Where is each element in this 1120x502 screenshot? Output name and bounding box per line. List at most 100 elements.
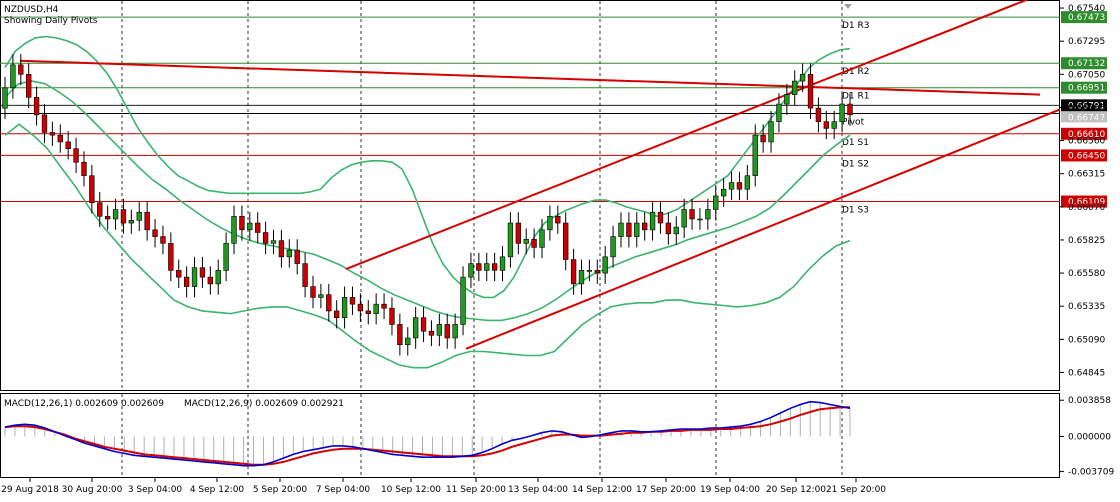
candle-body [215,270,221,285]
candle-body [97,202,103,217]
candle-body [357,303,364,312]
candle-body [491,263,498,271]
y-tick-label: 0.64845 [1068,368,1105,378]
pivot-price-label: 0.66951 [1068,84,1105,94]
macd-axis: 0.003858 0.000000 -0.003709 [1060,396,1114,477]
candle-body [365,310,371,314]
candle-body [444,324,450,339]
candle-body [618,222,624,237]
candle-body [41,114,48,133]
candle-body [807,74,814,109]
bid-price-label: 0.66747 [1068,113,1105,123]
candle-body [484,263,490,271]
candle-body [460,276,466,325]
pivot-level-label: D1 S1 [842,138,869,148]
candle-body [570,259,577,285]
candle-body [2,87,8,109]
pivot-price-label: 0.66109 [1068,198,1105,208]
candle-body [412,317,419,339]
x-tick-label: 4 Sep 12:00 [190,485,245,495]
candle-body [112,209,119,220]
bollinger-bands [4,35,851,369]
y-tick-label: 0.67295 [1068,37,1105,47]
y-tick-label: 0.65090 [1068,335,1105,345]
candle-body [397,324,403,346]
candle-body [199,267,206,278]
candle-body [752,134,758,177]
candle-body [120,209,127,224]
candle-body [334,310,340,318]
trend-line[interactable] [465,108,1061,350]
candle-body [547,215,553,231]
candle-body [373,303,379,314]
candle-body [539,229,545,248]
trend-line[interactable] [19,59,1041,96]
x-tick-label: 19 Sep 04:00 [700,485,760,495]
macd-indicator [4,400,851,467]
price-axis: 0.67540 0.67295 0.67050 0.66805 0.66560 0.663… [1060,4,1105,378]
x-tick-label: 21 Sep 20:00 [826,485,886,495]
candle-body [673,226,679,235]
pivot-price-box [1061,81,1107,94]
pivot-price-box [1061,11,1107,24]
candle-body [476,263,482,271]
pivot-level-label: D1 R2 [842,67,870,77]
candle-body [33,96,40,116]
macd-signal-line [4,406,850,466]
candle-body [18,64,24,75]
candle-body [152,229,158,237]
candle-body [831,121,837,129]
pivot-price-label: 0.67132 [1068,59,1105,69]
candle-body [223,243,229,271]
bb-lower-band [4,123,851,369]
candle-body [452,324,458,339]
candle-body [183,276,190,287]
y-tick-label: 0.66315 [1068,170,1105,180]
pivot-price-label: 0.67473 [1068,13,1105,23]
pivot-indicator-label: Showing Daily Pivots [4,16,98,26]
candle-body [420,317,427,332]
candle-body [10,64,16,89]
candle-body [515,222,521,244]
candle-body [823,121,829,129]
candle-body [507,222,514,258]
bid-price-box [1061,111,1107,123]
candle-body [49,132,56,136]
candle-body [578,270,585,285]
symbol-label: NZDUSD,H4 [4,5,59,15]
candle-body [728,182,735,190]
candle-body [247,222,253,231]
current-price-label: 0.66791 [1068,101,1105,111]
candle-body [270,240,277,244]
candle-body [207,276,213,285]
candle-body [499,256,506,271]
macd-label-2: MACD(12,26,9) 0.002609 0.002921 [184,399,344,409]
candle-body [563,222,569,260]
candle-body [839,103,845,122]
x-tick-label: 29 Aug 2018 [1,485,59,495]
pivot-price-box [1061,149,1107,162]
candle-body [89,175,95,204]
trend-line[interactable] [345,0,1040,270]
y-tick-label: 0.65825 [1068,236,1105,246]
macd-main-line [4,400,851,467]
candle-body [468,263,474,278]
x-tick-label: 13 Sep 04:00 [508,485,568,495]
candle-body [176,270,182,278]
candle-body [255,222,261,233]
pivot-price-box [1061,195,1107,208]
candle-body [697,218,703,221]
candle-body [792,80,798,95]
candle-body [523,238,529,244]
candles [2,54,853,356]
candle-body [768,121,774,143]
candle-body [760,134,766,143]
chart-shift-marker[interactable] [844,4,852,9]
candle-body [231,215,237,244]
pivot-price-label: 0.66450 [1068,151,1105,161]
y-tick-label: 0.67540 [1068,4,1105,14]
candle-body [736,182,743,190]
candle-body [262,232,269,244]
y-tick-label: 0.66805 [1068,103,1105,113]
candle-body [689,209,695,220]
